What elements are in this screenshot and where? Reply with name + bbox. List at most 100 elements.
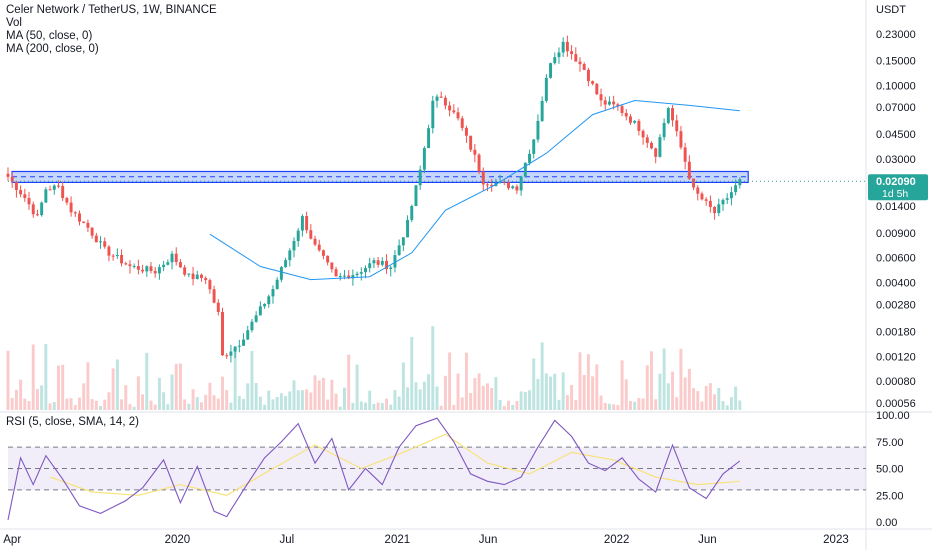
- volume-bar: [94, 400, 98, 410]
- candle-body: [61, 185, 65, 199]
- volume-bar: [141, 394, 145, 410]
- candle-body: [410, 206, 414, 220]
- volume-bar: [511, 404, 515, 410]
- candle-body: [14, 181, 18, 191]
- volume-bar: [738, 400, 742, 410]
- candle-body: [452, 110, 456, 113]
- volume-bar: [107, 392, 111, 410]
- volume-bar: [561, 372, 565, 410]
- price-unit: USDT: [876, 4, 906, 16]
- price-tag-countdown: 1d 5h: [882, 188, 908, 200]
- volume-bar: [317, 380, 321, 410]
- candle-body: [305, 216, 309, 231]
- candle-body: [10, 176, 14, 182]
- volume-bar: [124, 385, 128, 410]
- candle-body: [195, 274, 199, 280]
- volume-bar: [532, 358, 536, 410]
- candle-body: [174, 253, 178, 263]
- candle-body: [271, 289, 275, 297]
- rsi-tick-label: 50.00: [876, 464, 904, 476]
- candle-body: [645, 137, 649, 143]
- rsi-tick-label: 25.00: [876, 490, 904, 502]
- volume-bar: [662, 348, 666, 410]
- volume-bar: [427, 374, 431, 410]
- candle-body: [473, 149, 477, 155]
- candle-body: [612, 101, 616, 105]
- volume-bar: [729, 397, 733, 410]
- candle-body: [258, 306, 262, 316]
- candle-body: [523, 162, 527, 177]
- candle-body: [658, 137, 662, 157]
- volume-bar: [717, 387, 721, 410]
- candle-body: [679, 131, 683, 148]
- candle-body: [44, 189, 48, 203]
- time-tick-label: 2023: [823, 534, 849, 546]
- price-tick-label: 0.00600: [876, 253, 916, 265]
- candle-body: [725, 198, 729, 200]
- volume-bar: [128, 404, 132, 410]
- candle-body: [565, 41, 569, 52]
- candle-body: [717, 204, 721, 214]
- volume-bar: [406, 387, 410, 410]
- volume-bar: [528, 390, 532, 410]
- candle-body: [528, 153, 532, 163]
- candle-body: [111, 255, 115, 257]
- candle-body: [389, 267, 393, 270]
- volume-bar: [254, 383, 258, 410]
- candle-body: [199, 274, 203, 278]
- time-tick-label: Jul: [279, 534, 294, 546]
- volume-bar: [170, 374, 174, 410]
- volume-bar: [166, 404, 170, 410]
- candle-body: [406, 219, 410, 238]
- time-tick-label: Apr: [3, 534, 21, 546]
- candle-body: [56, 185, 60, 187]
- price-tick-label: 0.00056: [876, 398, 916, 410]
- volume-bar: [549, 376, 553, 410]
- candle-body: [326, 255, 330, 263]
- candle-body: [246, 330, 250, 340]
- volume-bar: [309, 392, 313, 410]
- candle-body: [738, 179, 742, 186]
- volume-bar: [565, 395, 569, 410]
- candle-body: [124, 263, 128, 265]
- candle-body: [414, 185, 418, 207]
- volume-bar: [321, 377, 325, 410]
- candle-body: [208, 280, 212, 290]
- volume-bar: [380, 403, 384, 410]
- volume-bar: [326, 399, 330, 410]
- volume-bar: [389, 404, 393, 410]
- candle-body: [141, 269, 145, 272]
- candle-body: [683, 147, 687, 162]
- volume-bar: [246, 383, 250, 410]
- volume-bar: [359, 401, 363, 410]
- candle-body: [6, 173, 10, 177]
- candle-body: [507, 182, 510, 189]
- volume-bar: [208, 382, 212, 410]
- volume-bar: [704, 385, 708, 410]
- candle-body: [511, 186, 515, 189]
- volume-bar: [78, 397, 81, 410]
- chart-title: Celer Network / TetherUS, 1W, BINANCE: [6, 4, 217, 16]
- candle-body: [666, 108, 670, 123]
- candle-body: [99, 241, 103, 243]
- candle-body: [292, 241, 296, 251]
- candle-body: [687, 161, 691, 179]
- candle-body: [284, 260, 288, 268]
- candle-body: [309, 230, 313, 239]
- volume-bar: [586, 354, 590, 410]
- volume-bar: [540, 342, 544, 410]
- candle-body: [704, 199, 708, 201]
- volume-bar: [10, 397, 14, 410]
- candle-body: [427, 128, 431, 149]
- candle-body: [586, 69, 590, 82]
- volume-bar: [145, 352, 149, 410]
- price-tick-label: 0.15000: [876, 55, 916, 67]
- candle-body: [73, 212, 77, 214]
- volume-bar: [692, 388, 696, 410]
- volume-bar: [477, 373, 481, 410]
- volume-bar: [485, 383, 489, 410]
- candle-body: [78, 213, 81, 222]
